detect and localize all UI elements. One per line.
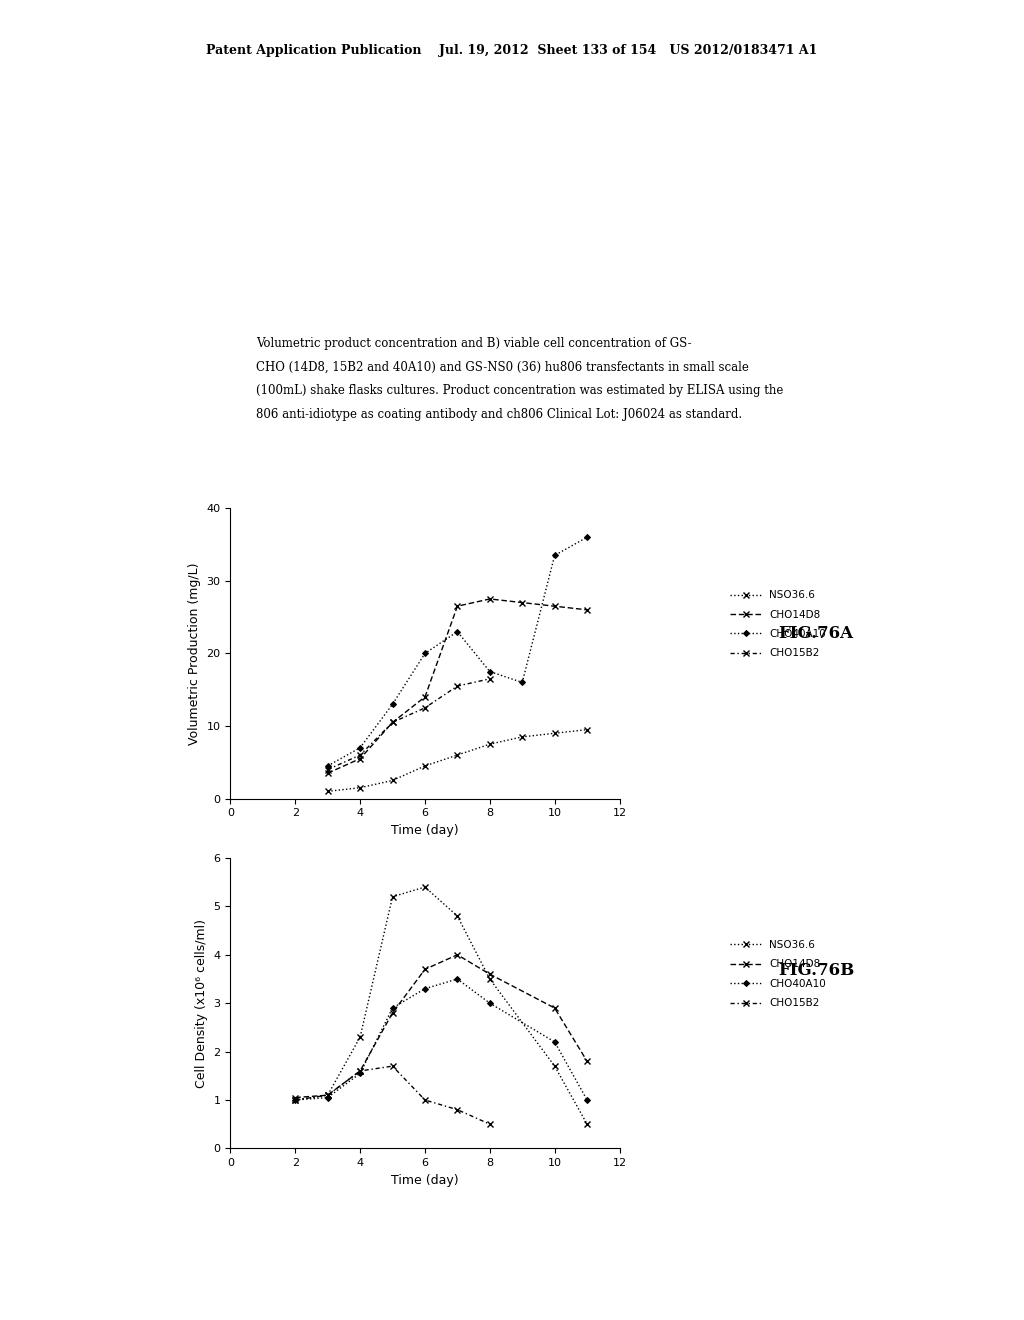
CHO40A10: [419, 981, 431, 997]
Line: CHO40A10: CHO40A10: [326, 535, 589, 768]
NSO36.6: [483, 737, 496, 752]
Line: CHO15B2: CHO15B2: [325, 676, 493, 772]
CHO14D8: [483, 966, 496, 982]
CHO40A10: [322, 758, 334, 774]
Text: FIG.76A: FIG.76A: [778, 626, 853, 642]
CHO15B2: [452, 1102, 464, 1118]
CHO15B2: [354, 1063, 367, 1078]
CHO40A10: [549, 1034, 561, 1049]
Text: 806 anti-idiotype as coating antibody and ch806 Clinical Lot: J06024 as standard: 806 anti-idiotype as coating antibody an…: [256, 408, 742, 421]
CHO15B2: [354, 747, 367, 763]
CHO40A10: [516, 675, 528, 690]
NSO36.6: [354, 780, 367, 796]
CHO14D8: [419, 689, 431, 705]
NSO36.6: [483, 972, 496, 987]
Line: NSO36.6: NSO36.6: [293, 884, 590, 1127]
NSO36.6: [386, 772, 398, 788]
CHO15B2: [419, 1092, 431, 1107]
CHO15B2: [322, 762, 334, 777]
CHO15B2: [483, 671, 496, 686]
CHO15B2: [452, 678, 464, 694]
CHO14D8: [549, 1001, 561, 1016]
CHO15B2: [386, 714, 398, 730]
Text: CHO (14D8, 15B2 and 40A10) and GS-NS0 (36) hu806 transfectants in small scale: CHO (14D8, 15B2 and 40A10) and GS-NS0 (3…: [256, 360, 749, 374]
CHO14D8: [322, 1088, 334, 1104]
CHO14D8: [386, 1005, 398, 1020]
CHO40A10: [386, 697, 398, 713]
CHO40A10: [386, 1001, 398, 1016]
CHO40A10: [483, 995, 496, 1011]
CHO40A10: [289, 1092, 301, 1107]
NSO36.6: [549, 726, 561, 742]
CHO14D8: [581, 602, 593, 618]
CHO14D8: [322, 766, 334, 781]
Line: CHO40A10: CHO40A10: [293, 977, 589, 1102]
Y-axis label: Volumetric Production (mg/L): Volumetric Production (mg/L): [188, 562, 201, 744]
CHO15B2: [289, 1092, 301, 1107]
CHO14D8: [452, 598, 464, 614]
NSO36.6: [354, 1030, 367, 1045]
NSO36.6: [322, 784, 334, 800]
Line: NSO36.6: NSO36.6: [325, 727, 590, 795]
CHO14D8: [581, 1053, 593, 1069]
Line: CHO14D8: CHO14D8: [325, 597, 590, 776]
CHO15B2: [386, 1059, 398, 1074]
CHO15B2: [322, 1088, 334, 1104]
X-axis label: Time (day): Time (day): [391, 824, 459, 837]
CHO15B2: [419, 700, 431, 715]
NSO36.6: [581, 722, 593, 738]
NSO36.6: [386, 888, 398, 904]
Line: CHO14D8: CHO14D8: [293, 952, 590, 1101]
NSO36.6: [516, 729, 528, 744]
NSO36.6: [581, 1117, 593, 1133]
NSO36.6: [322, 1088, 334, 1104]
X-axis label: Time (day): Time (day): [391, 1173, 459, 1187]
CHO40A10: [452, 624, 464, 640]
CHO40A10: [354, 739, 367, 755]
Text: Patent Application Publication    Jul. 19, 2012  Sheet 133 of 154   US 2012/0183: Patent Application Publication Jul. 19, …: [206, 44, 818, 57]
Line: CHO15B2: CHO15B2: [293, 1064, 493, 1127]
CHO40A10: [581, 529, 593, 545]
Text: (100mL) shake flasks cultures. Product concentration was estimated by ELISA usin: (100mL) shake flasks cultures. Product c…: [256, 384, 783, 397]
CHO40A10: [549, 548, 561, 564]
CHO14D8: [354, 751, 367, 767]
NSO36.6: [452, 908, 464, 924]
CHO14D8: [516, 594, 528, 610]
CHO15B2: [483, 1117, 496, 1133]
Legend: NSO36.6, CHO14D8, CHO40A10, CHO15B2: NSO36.6, CHO14D8, CHO40A10, CHO15B2: [728, 589, 828, 660]
NSO36.6: [289, 1092, 301, 1107]
CHO14D8: [289, 1090, 301, 1106]
CHO40A10: [452, 972, 464, 987]
CHO14D8: [549, 598, 561, 614]
Legend: NSO36.6, CHO14D8, CHO40A10, CHO15B2: NSO36.6, CHO14D8, CHO40A10, CHO15B2: [728, 939, 828, 1010]
NSO36.6: [419, 758, 431, 774]
CHO14D8: [419, 961, 431, 977]
CHO14D8: [483, 591, 496, 607]
CHO40A10: [581, 1092, 593, 1107]
CHO40A10: [322, 1090, 334, 1106]
Text: FIG.76B: FIG.76B: [778, 962, 854, 978]
Y-axis label: Cell Density (x10⁶ cells/ml): Cell Density (x10⁶ cells/ml): [195, 919, 208, 1088]
NSO36.6: [549, 1059, 561, 1074]
CHO40A10: [419, 645, 431, 661]
CHO14D8: [354, 1063, 367, 1078]
Text: Volumetric product concentration and B) viable cell concentration of GS-: Volumetric product concentration and B) …: [256, 337, 691, 350]
NSO36.6: [452, 747, 464, 763]
CHO40A10: [354, 1065, 367, 1081]
CHO14D8: [386, 714, 398, 730]
CHO40A10: [483, 664, 496, 680]
NSO36.6: [419, 879, 431, 895]
CHO14D8: [452, 946, 464, 962]
